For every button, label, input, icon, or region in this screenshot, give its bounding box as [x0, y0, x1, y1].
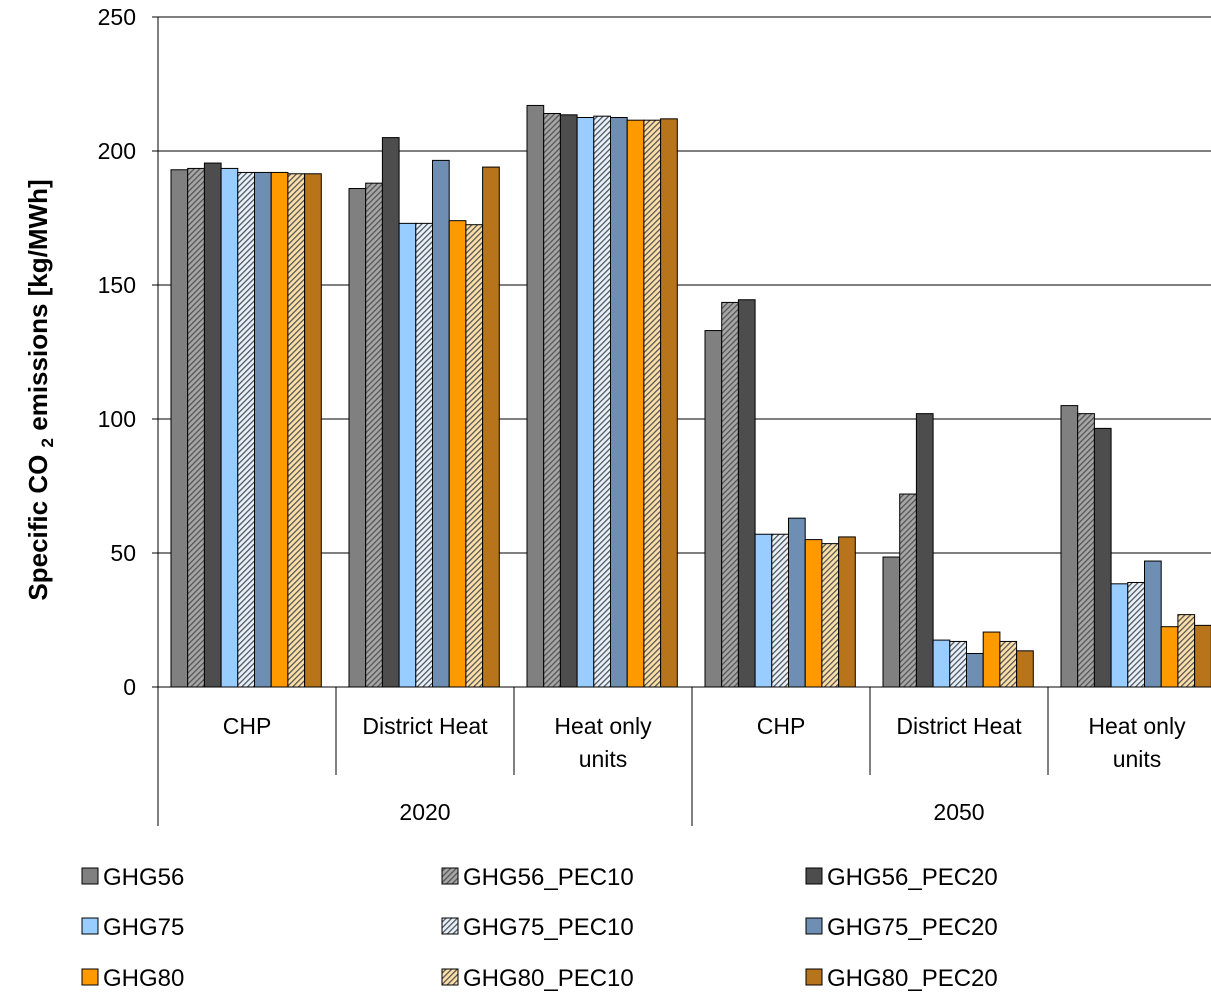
bar-ghg56 [348, 188, 367, 688]
bar-ghg56-pec10 [543, 112, 561, 688]
legend-swatch-ghg75-pec20 [805, 917, 823, 935]
category-label: District Heat [896, 713, 1022, 739]
bar-ghg56-pec20 [559, 114, 578, 688]
bar-ghg80 [804, 539, 823, 688]
bar-ghg56-pec10 [365, 182, 383, 688]
y-tick-label: 100 [98, 406, 136, 432]
category-label: units [1113, 746, 1162, 772]
bar-ghg56-pec20 [915, 413, 934, 688]
bar-ghg75 [754, 533, 773, 688]
legend-swatch-ghg80-pec10 [441, 968, 459, 986]
bar-ghg75 [1110, 583, 1129, 688]
bar-ghg75-pec20 [610, 117, 628, 688]
bar-ghg80 [626, 119, 645, 688]
bar-ghg75-pec10 [1127, 581, 1146, 688]
bar-ghg56-pec10 [187, 167, 205, 688]
bar-ghg80-pec20 [660, 118, 678, 688]
legend-label: GHG56_PEC10 [463, 864, 634, 891]
bar-ghg80-pec20 [304, 173, 322, 688]
bar-ghg75-pec10 [415, 222, 433, 688]
bar-ghg56 [882, 556, 901, 688]
bar-ghg80-pec20 [1016, 650, 1034, 688]
bar-ghg80-pec10 [287, 173, 306, 688]
group-label: 2020 [399, 799, 450, 825]
bar-ghg56 [1060, 405, 1079, 688]
legend-swatch-ghg56-pec10 [441, 867, 459, 885]
bar-ghg75 [576, 117, 595, 688]
bar-ghg80-pec20 [482, 166, 500, 688]
bar-ghg75-pec20 [788, 517, 806, 688]
category-label: CHP [223, 713, 272, 739]
bar-ghg80 [270, 171, 289, 688]
y-tick-label: 50 [110, 540, 136, 566]
bar-ghg75-pec20 [1144, 560, 1162, 688]
bar-ghg80-pec20 [1194, 624, 1211, 688]
legend-swatch-ghg80-pec20 [805, 968, 823, 986]
bar-ghg56 [704, 330, 723, 688]
legend-label: GHG80_PEC20 [827, 965, 998, 992]
category-label: units [579, 746, 628, 772]
bar-ghg75 [398, 222, 417, 688]
bar-ghg56-pec10 [899, 493, 917, 688]
bar-ghg80-pec20 [838, 536, 856, 688]
bar-ghg75-pec20 [432, 159, 450, 688]
legend-swatch-ghg75-pec10 [441, 917, 459, 935]
bar-ghg56 [170, 169, 189, 688]
legend-label: GHG80 [103, 965, 184, 992]
legend-swatch-ghg56 [81, 867, 99, 885]
bar-ghg80-pec10 [999, 640, 1018, 688]
bar-ghg75 [932, 639, 951, 688]
bar-ghg75-pec20 [254, 171, 272, 688]
legend-swatch-ghg56-pec20 [805, 867, 823, 885]
category-label: Heat only [554, 713, 652, 739]
bar-ghg80 [982, 631, 1001, 688]
legend-label: GHG80_PEC10 [463, 965, 634, 992]
bar-ghg80-pec10 [821, 543, 840, 688]
bar-ghg56-pec10 [721, 301, 739, 688]
category-label: District Heat [362, 713, 488, 739]
bar-ghg56-pec20 [203, 162, 222, 688]
legend-swatch-ghg75 [81, 917, 99, 935]
bar-ghg80 [1160, 626, 1179, 688]
bar-ghg75-pec20 [966, 653, 984, 688]
legend-swatch-ghg80 [81, 968, 99, 986]
bar-ghg75-pec10 [237, 171, 256, 688]
category-label: CHP [757, 713, 806, 739]
bar-ghg75-pec10 [949, 640, 967, 688]
legend-label: GHG56_PEC20 [827, 864, 998, 891]
y-tick-label: 200 [98, 138, 136, 164]
group-label: 2050 [933, 799, 984, 825]
y-tick-label: 0 [123, 674, 136, 700]
bar-ghg80-pec10 [465, 224, 484, 688]
y-tick-label: 250 [98, 4, 136, 30]
bar-ghg80-pec10 [1177, 614, 1196, 688]
bar-ghg75 [220, 167, 239, 688]
legend-label: GHG75_PEC20 [827, 914, 998, 941]
bar-ghg56-pec20 [381, 137, 400, 688]
bar-ghg56 [526, 104, 545, 688]
bar-ghg56-pec20 [1093, 427, 1112, 688]
category-label: Heat only [1088, 713, 1186, 739]
y-axis-label: Specific CO 2 emissions [kg/MWh] [23, 179, 57, 600]
legend-label: GHG75 [103, 914, 184, 941]
bar-ghg80 [448, 220, 467, 688]
bar-ghg75-pec10 [771, 533, 789, 688]
legend-label: GHG75_PEC10 [463, 914, 634, 941]
bar-ghg75-pec10 [593, 115, 611, 688]
bar-ghg56-pec20 [737, 299, 756, 688]
y-tick-label: 150 [98, 272, 136, 298]
legend-label: GHG56 [103, 864, 184, 891]
bar-ghg56-pec10 [1077, 413, 1095, 688]
bar-ghg80-pec10 [643, 119, 662, 688]
